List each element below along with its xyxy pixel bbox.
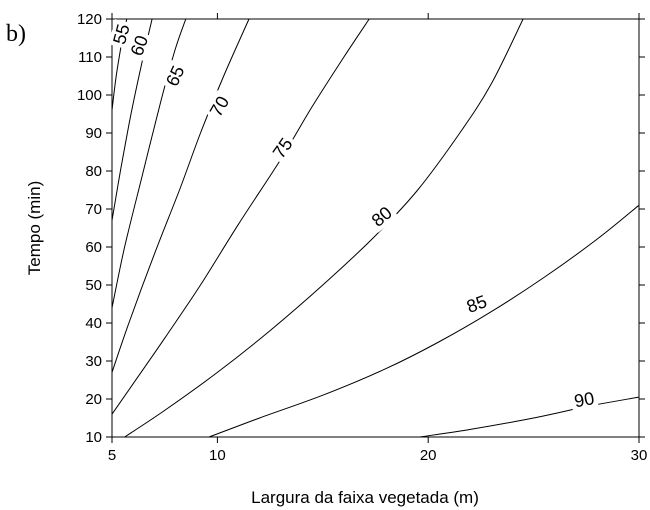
contour-line-80 bbox=[124, 18, 524, 438]
plot-frame bbox=[111, 18, 640, 438]
panel-label: b) bbox=[6, 21, 26, 47]
y-axis: 10 20 30 40 50 60 70 80 90 100 110 120 bbox=[77, 11, 645, 446]
contour-label-bg bbox=[108, 19, 135, 50]
y-tick-label: 30 bbox=[85, 353, 102, 370]
contour-label-bg bbox=[125, 29, 154, 62]
contour-label-bg bbox=[365, 200, 399, 233]
contour-lines bbox=[111, 18, 640, 438]
contour-label-bg bbox=[204, 90, 235, 123]
contour-label-bg bbox=[569, 387, 599, 412]
contour-label-bg bbox=[267, 131, 299, 165]
contour-line-75 bbox=[111, 18, 370, 415]
y-tick-label: 40 bbox=[85, 315, 102, 332]
y-tick-label: 70 bbox=[85, 201, 102, 218]
contour-label-75: 75 bbox=[269, 134, 297, 162]
x-tick-label: 20 bbox=[420, 447, 437, 464]
y-tick-label: 100 bbox=[77, 87, 102, 104]
contour-line-70 bbox=[111, 18, 250, 373]
x-tick-label: 30 bbox=[631, 447, 648, 464]
x-tick-label: 10 bbox=[209, 447, 226, 464]
y-tick-label: 20 bbox=[85, 391, 102, 408]
contour-label-80: 80 bbox=[368, 203, 396, 231]
contour-label-90: 90 bbox=[573, 388, 596, 411]
contour-label-bg bbox=[160, 59, 190, 93]
contour-label-70: 70 bbox=[206, 93, 233, 120]
y-tick-label: 80 bbox=[85, 163, 102, 180]
contour-label-bg bbox=[461, 290, 493, 318]
y-tick-label: 10 bbox=[85, 429, 102, 446]
contour-line-85 bbox=[208, 204, 640, 438]
x-tick-label: 5 bbox=[108, 447, 116, 464]
y-axis-title: Tempo (min) bbox=[25, 181, 44, 275]
x-axis: 5 10 20 30 bbox=[108, 13, 648, 464]
y-tick-label: 110 bbox=[78, 49, 102, 66]
y-tick-label: 120 bbox=[77, 11, 102, 28]
y-tick-label: 90 bbox=[85, 125, 102, 142]
contour-line-65 bbox=[111, 18, 187, 308]
y-tick-label: 60 bbox=[85, 239, 102, 256]
y-tick-label: 50 bbox=[85, 277, 102, 294]
x-axis-title: Largura da faixa vegetada (m) bbox=[251, 488, 479, 507]
contour-line-90 bbox=[419, 396, 640, 438]
